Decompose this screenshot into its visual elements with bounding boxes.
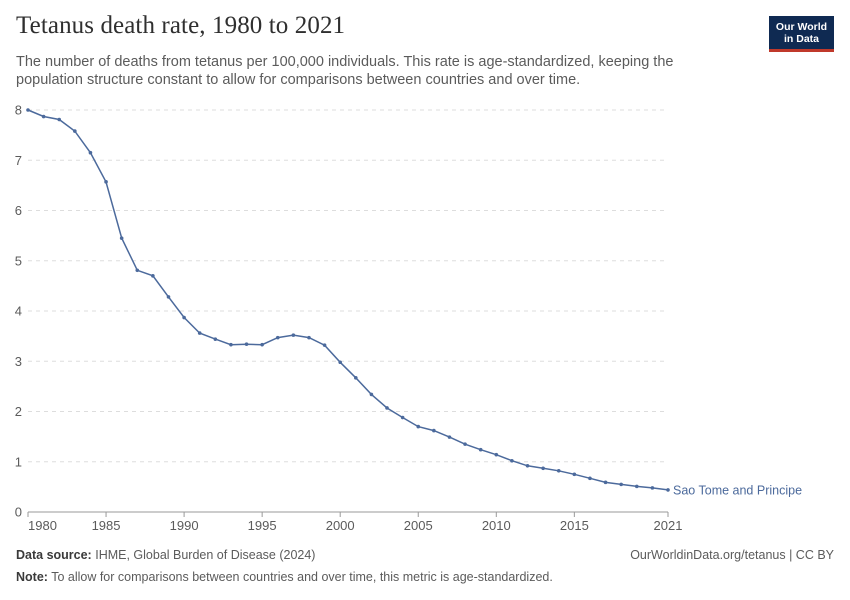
y-tick-label-4: 4 bbox=[15, 304, 22, 319]
y-tick-label-0: 0 bbox=[15, 505, 22, 520]
series-line-0[interactable] bbox=[27, 109, 669, 491]
data-point-2007[interactable] bbox=[447, 435, 452, 439]
data-point-1992[interactable] bbox=[213, 337, 218, 341]
source-url[interactable]: OurWorldinData.org/tetanus | CC BY bbox=[630, 548, 834, 562]
data-point-2020[interactable] bbox=[650, 486, 655, 490]
chart-subtitle: The number of deaths from tetanus per 10… bbox=[16, 54, 674, 88]
data-point-2018[interactable] bbox=[619, 482, 623, 487]
x-tick-label-2000: 2000 bbox=[326, 518, 355, 533]
data-point-2006[interactable] bbox=[432, 428, 436, 433]
data-point-1981[interactable] bbox=[41, 114, 46, 119]
data-point-2010[interactable] bbox=[494, 452, 499, 457]
data-point-2014[interactable] bbox=[556, 468, 561, 473]
data-point-1984[interactable] bbox=[88, 150, 93, 155]
data-point-2015[interactable] bbox=[572, 472, 577, 477]
data-point-1982[interactable] bbox=[57, 117, 62, 122]
data-point-1996[interactable] bbox=[275, 335, 280, 340]
data-point-2012[interactable] bbox=[525, 463, 530, 468]
series-label[interactable]: Sao Tome and Principe bbox=[673, 483, 802, 497]
x-tick-label-1985: 1985 bbox=[92, 518, 121, 533]
data-point-2005[interactable] bbox=[416, 424, 421, 429]
chart-title: Tetanus death rate, 1980 to 2021 bbox=[16, 12, 346, 39]
data-point-1997[interactable] bbox=[291, 333, 296, 337]
x-axis: 1980 1985 1990 1995 2000 2005 2010 2015 2021 bbox=[27, 511, 683, 533]
owid-logo[interactable]: Our World in Data bbox=[769, 16, 834, 52]
y-tick-label-5: 5 bbox=[15, 253, 22, 268]
grid-lines bbox=[28, 109, 668, 463]
data-point-1993[interactable] bbox=[229, 342, 233, 347]
data-point-2013[interactable] bbox=[541, 466, 545, 471]
x-tick-label-1990: 1990 bbox=[170, 518, 199, 533]
data-point-2003[interactable] bbox=[385, 406, 389, 410]
data-point-2004[interactable] bbox=[400, 415, 405, 420]
data-point-1986[interactable] bbox=[119, 236, 124, 240]
data-point-1980[interactable] bbox=[26, 108, 30, 112]
data-point-1995[interactable] bbox=[260, 342, 264, 347]
x-tick-label-1995: 1995 bbox=[248, 518, 277, 533]
note-text: To allow for comparisons between countri… bbox=[51, 570, 553, 584]
y-axis-ticks: 0 1 2 3 4 5 6 7 8 bbox=[15, 103, 22, 520]
data-point-2000[interactable] bbox=[338, 360, 342, 365]
y-tick-label-7: 7 bbox=[15, 153, 22, 168]
logo-line-1: Our World bbox=[775, 21, 828, 33]
data-point-2002[interactable] bbox=[369, 392, 374, 397]
data-point-1998[interactable] bbox=[307, 335, 311, 340]
chart-note: Note: To allow for comparisons between c… bbox=[16, 570, 553, 584]
data-point-2011[interactable] bbox=[510, 458, 514, 463]
data-point-1994[interactable] bbox=[244, 342, 249, 346]
y-tick-label-2: 2 bbox=[15, 404, 22, 419]
data-point-1991[interactable] bbox=[197, 331, 202, 335]
data-point-1989[interactable] bbox=[166, 295, 171, 299]
data-point-1985[interactable] bbox=[104, 180, 108, 184]
data-point-2008[interactable] bbox=[463, 442, 467, 446]
y-tick-label-3: 3 bbox=[15, 354, 22, 369]
y-tick-label-1: 1 bbox=[15, 454, 22, 469]
x-tick-label-2021: 2021 bbox=[654, 518, 683, 533]
data-point-2017[interactable] bbox=[603, 480, 608, 485]
data-source-label: Data source: bbox=[16, 548, 92, 562]
data-point-1990[interactable] bbox=[182, 315, 186, 320]
data-point-1983[interactable] bbox=[73, 129, 77, 133]
data-point-1999[interactable] bbox=[322, 343, 327, 347]
x-tick-label-1980: 1980 bbox=[28, 518, 57, 533]
data-point-2009[interactable] bbox=[478, 447, 483, 452]
data-point-2001[interactable] bbox=[354, 376, 358, 380]
note-label: Note: bbox=[16, 570, 48, 584]
data-source: Data source: IHME, Global Burden of Dise… bbox=[16, 548, 315, 562]
data-point-2019[interactable] bbox=[634, 484, 639, 489]
data-point-1988[interactable] bbox=[151, 274, 155, 278]
y-tick-label-8: 8 bbox=[15, 103, 22, 118]
data-point-2016[interactable] bbox=[588, 476, 592, 481]
x-tick-label-2005: 2005 bbox=[404, 518, 433, 533]
data-source-text: IHME, Global Burden of Disease (2024) bbox=[95, 548, 316, 562]
data-point-2021[interactable] bbox=[666, 488, 670, 492]
x-tick-label-2010: 2010 bbox=[482, 518, 511, 533]
series-layer: Sao Tome and Principe bbox=[26, 108, 802, 497]
data-point-1987[interactable] bbox=[135, 268, 140, 273]
y-tick-label-6: 6 bbox=[15, 203, 22, 218]
logo-line-2: in Data bbox=[783, 33, 819, 45]
x-tick-label-2015: 2015 bbox=[560, 518, 589, 533]
